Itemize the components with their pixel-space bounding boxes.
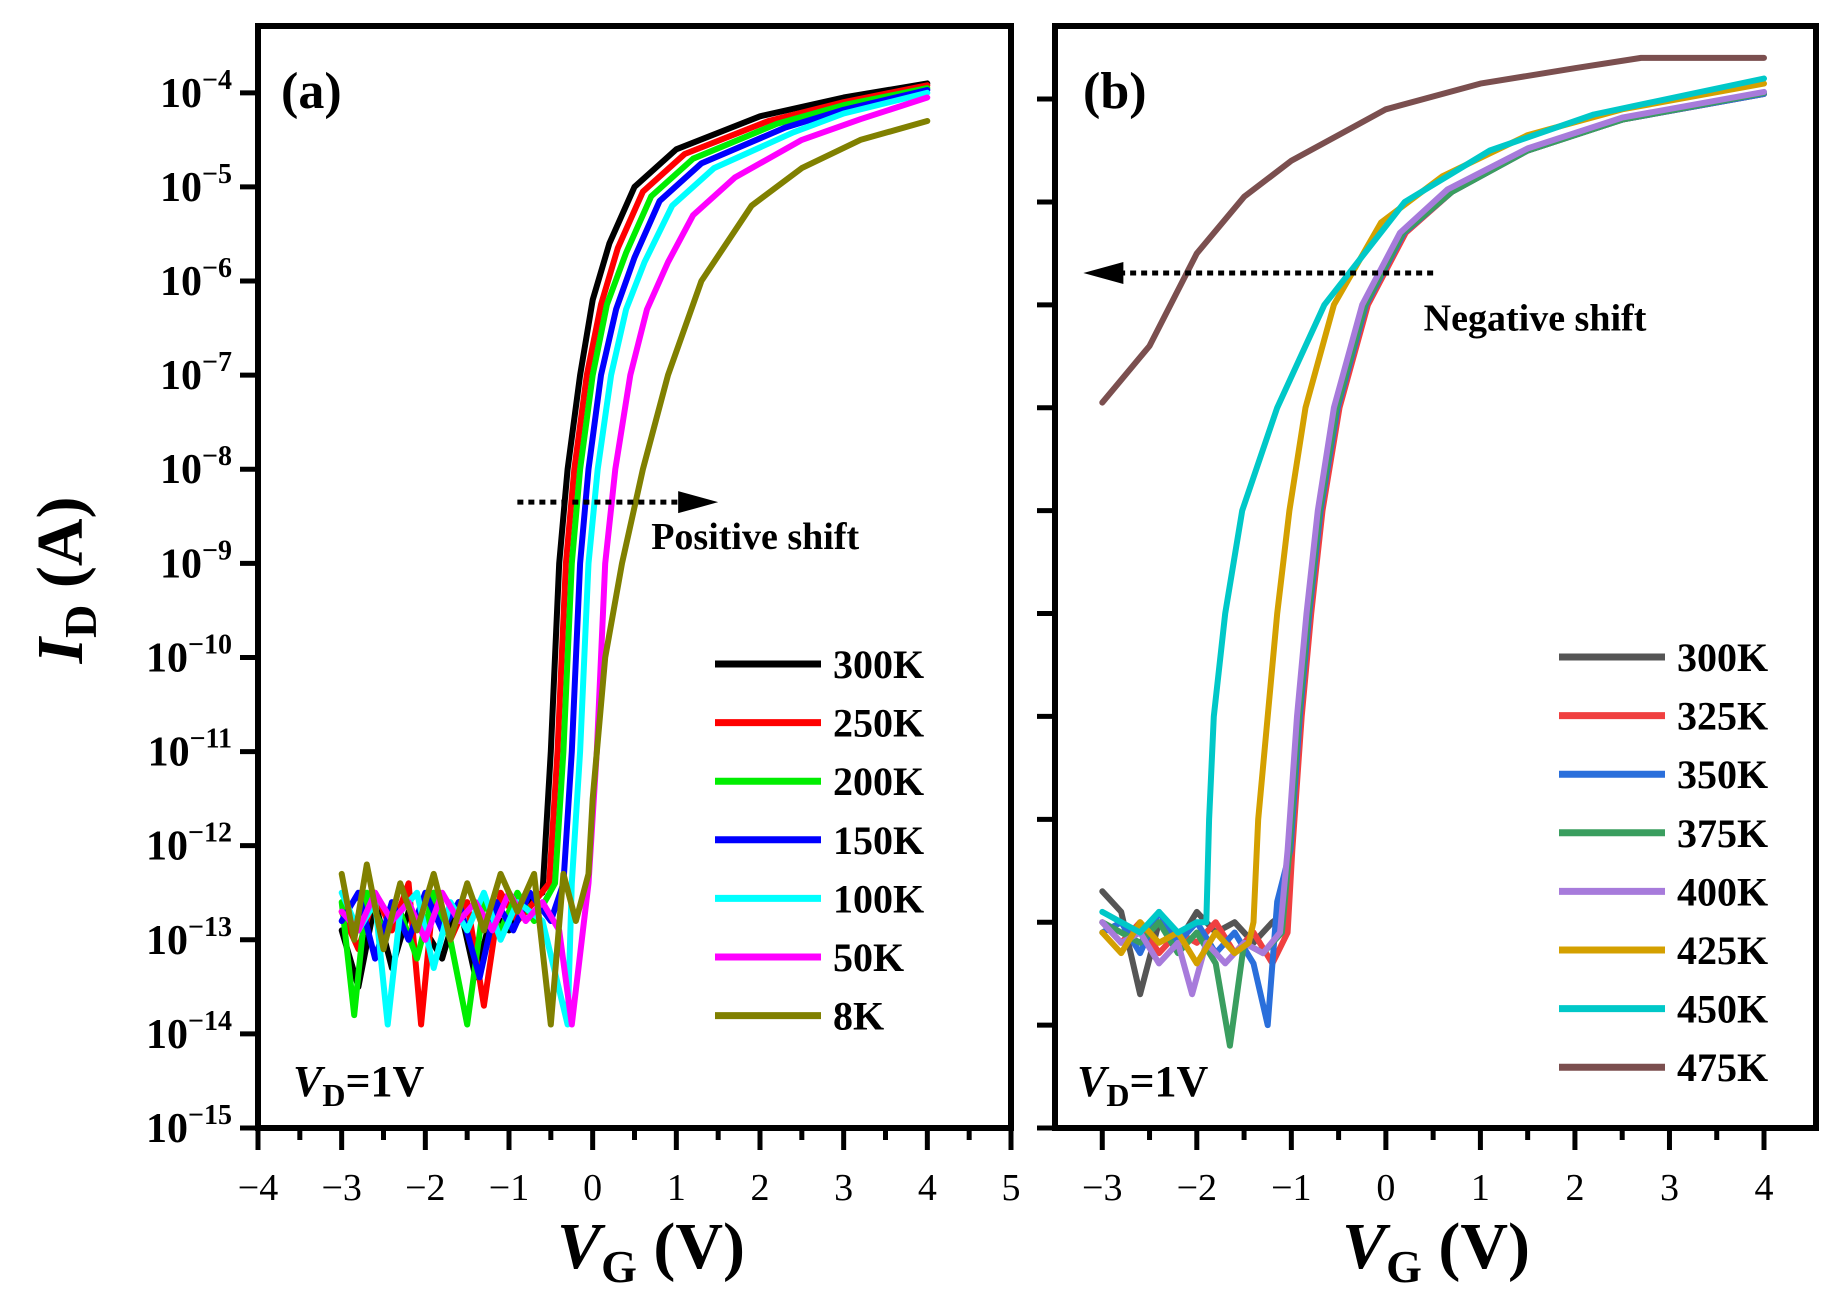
y-tick-label: 10−8 <box>160 441 232 493</box>
x-tick-label: 5 <box>1002 1167 1021 1209</box>
panel-b: −3 −2 −1 0 1 2 3 4 (b) VD=1V Negative shift 300K 325… <box>1037 23 1819 1292</box>
legend-label: 375K <box>1677 811 1768 856</box>
y-tick-label: 10−7 <box>160 347 232 399</box>
legend-label: 450K <box>1677 987 1768 1032</box>
series-line-475K <box>1099 54 1767 406</box>
y-tick-label: 10−9 <box>160 535 232 587</box>
legend-label: 475K <box>1677 1045 1768 1090</box>
y-axis-label: ID (A) <box>24 496 106 664</box>
legend-label: 350K <box>1677 752 1768 797</box>
x-tick-label: 0 <box>1376 1167 1395 1209</box>
y-tick-label: 10−11 <box>148 724 232 776</box>
x-tick-label: 2 <box>751 1167 770 1209</box>
condition-label: VD=1V <box>293 1057 425 1113</box>
x-axis-label: VG (V) <box>557 1210 745 1292</box>
panel-label: (a) <box>281 63 342 120</box>
legend-label: 425K <box>1677 928 1768 973</box>
annotation-arrow-head <box>678 491 719 514</box>
x-tick-label: 0 <box>583 1167 602 1209</box>
y-tick-label: 10−15 <box>146 1100 232 1152</box>
x-tick-label: −2 <box>405 1167 445 1209</box>
legend-label: 8K <box>833 994 884 1039</box>
series-line-350K <box>1099 90 1767 1029</box>
y-tick-label: 10−13 <box>146 912 232 964</box>
x-tick-label: −4 <box>238 1167 278 1209</box>
panel-label: (b) <box>1083 63 1147 120</box>
legend-label: 100K <box>833 876 924 921</box>
x-tick-label: 4 <box>918 1167 937 1209</box>
annotation-text: Negative shift <box>1424 298 1647 340</box>
x-tick-label: −2 <box>1177 1167 1217 1209</box>
x-tick-label: 2 <box>1565 1167 1584 1209</box>
y-tick-label: 10−10 <box>146 629 232 681</box>
series-line-450K <box>1099 75 1767 936</box>
y-tick-label: 10−14 <box>146 1006 232 1058</box>
y-tick-label: 10−5 <box>160 159 232 211</box>
x-tick-label: −1 <box>1271 1167 1311 1209</box>
condition-label: VD=1V <box>1077 1057 1209 1113</box>
x-axis-label: VG (V) <box>1342 1210 1530 1292</box>
legend-label: 325K <box>1677 694 1768 739</box>
legend-label: 150K <box>833 818 924 863</box>
x-tick-label: 3 <box>1660 1167 1679 1209</box>
series-line-400K <box>1099 88 1767 998</box>
legend-label: 300K <box>1677 635 1768 680</box>
x-tick-label: −3 <box>321 1167 361 1209</box>
panel-a: −4 −3 −2 −1 0 1 2 3 4 5 10−4 10−5 10−6 10−7 10−8 10−9 10… <box>24 23 1021 1292</box>
legend-label: 200K <box>833 759 924 804</box>
legend-label: 250K <box>833 701 924 746</box>
legend-label: 300K <box>833 642 924 687</box>
y-tick-label: 10−6 <box>160 253 232 305</box>
legend-label: 50K <box>833 935 904 980</box>
y-tick-label: 10−12 <box>146 818 232 870</box>
legend-label: 400K <box>1677 869 1768 914</box>
series-line-8K <box>338 118 931 1028</box>
x-tick-label: 1 <box>667 1167 686 1209</box>
x-tick-label: −1 <box>489 1167 529 1209</box>
x-tick-label: 1 <box>1471 1167 1490 1209</box>
annotation-text: Positive shift <box>651 516 859 558</box>
y-tick-label: 10−4 <box>160 65 232 117</box>
x-tick-label: −3 <box>1082 1167 1122 1209</box>
x-tick-label: 3 <box>834 1167 853 1209</box>
annotation-arrow-head <box>1083 261 1124 284</box>
x-tick-label: 4 <box>1755 1167 1774 1209</box>
series-line-375K <box>1099 89 1767 1049</box>
series-line-300K <box>1099 90 1767 998</box>
